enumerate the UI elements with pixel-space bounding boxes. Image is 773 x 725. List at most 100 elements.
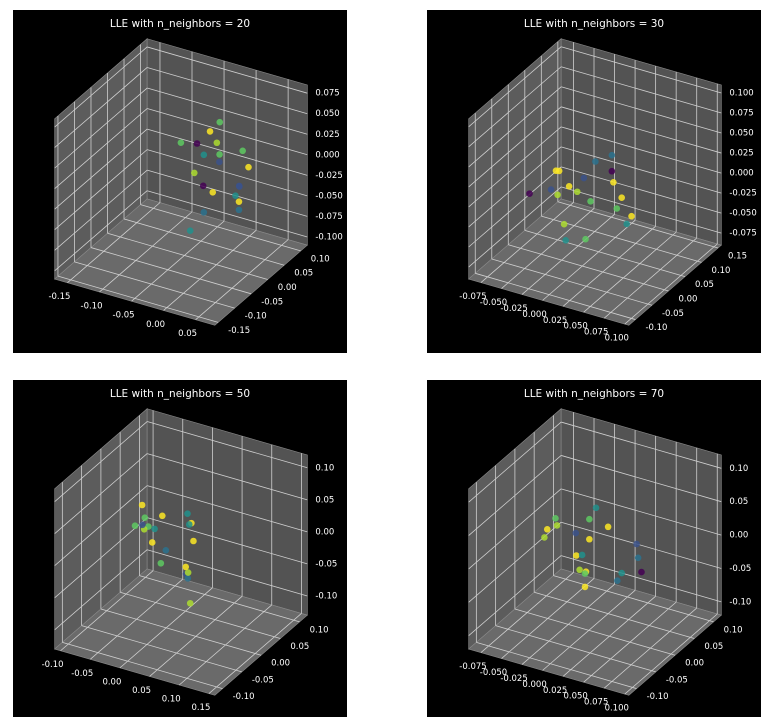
grid-line: [147, 46, 308, 94]
point: [199, 182, 207, 190]
point: [138, 501, 146, 509]
point: [565, 183, 573, 190]
grid-line: [54, 46, 148, 128]
point: [184, 575, 192, 582]
tick-label: -0.05: [71, 669, 93, 679]
tick-label: 0.00: [685, 659, 704, 669]
grid-line: [468, 488, 562, 570]
tick-label: 0.000: [315, 150, 339, 160]
tick-label: 0.050: [729, 129, 753, 139]
grid-line: [131, 220, 225, 302]
grid-line: [501, 208, 595, 289]
grid-line: [90, 247, 252, 295]
grid-line: [54, 517, 148, 599]
point: [213, 139, 221, 147]
point: [578, 551, 586, 559]
grid-line: [561, 455, 722, 503]
tick-label: 0.000: [522, 680, 546, 690]
grid-line: [195, 239, 289, 321]
tick-label: 0.15: [191, 703, 210, 713]
grid-line: [147, 421, 308, 469]
point: [206, 128, 214, 135]
tick-label: -0.10: [647, 692, 669, 702]
point: [541, 534, 548, 541]
grid-line: [476, 641, 637, 689]
chart-title: LLE with n_neighbors = 70: [524, 388, 664, 400]
grid-line: [54, 190, 148, 272]
tick-label: -0.10: [245, 312, 267, 322]
grid-line: [62, 641, 223, 689]
grid-line: [562, 225, 656, 307]
tick-label: 0.05: [729, 497, 748, 507]
grid-line: [561, 421, 722, 469]
grid-line: [541, 215, 702, 263]
point: [555, 167, 563, 175]
tick-label: -0.075: [459, 662, 486, 672]
point: [216, 118, 224, 126]
tick-label: 0.00: [102, 677, 121, 687]
point: [592, 504, 600, 512]
grid-line: [480, 202, 574, 283]
tick-label: -0.100: [315, 232, 342, 242]
grid-line: [561, 126, 722, 174]
tick-label: -0.050: [729, 209, 756, 219]
grid-line: [561, 46, 722, 94]
tick-label: 0.05: [704, 642, 723, 652]
tick-label: 0.025: [315, 130, 339, 140]
point: [157, 559, 165, 567]
tick-label: -0.05: [261, 297, 283, 307]
grid-line: [147, 67, 308, 115]
tick-label: -0.10: [729, 597, 751, 607]
tick-label: -0.05: [315, 559, 337, 569]
tick-label: 0.05: [294, 269, 313, 279]
tick-label: 0.00: [315, 527, 334, 537]
grid-line: [54, 421, 148, 502]
tick-label: 0.00: [678, 294, 697, 304]
grid-line: [54, 108, 148, 189]
point: [239, 147, 246, 155]
point: [586, 535, 593, 543]
grid-line: [561, 488, 722, 536]
point: [184, 569, 192, 576]
tick-label: 0.10: [712, 266, 731, 276]
grid-line: [514, 608, 676, 656]
tick-label: 0.00: [146, 320, 165, 330]
point: [562, 236, 570, 244]
tick-label: -0.05: [113, 311, 135, 321]
grid-line: [561, 106, 722, 154]
grid-line: [583, 231, 677, 313]
grid-line: [468, 146, 562, 228]
grid-line: [603, 237, 697, 319]
grid-line: [54, 149, 148, 231]
grid-line: [561, 86, 722, 134]
point: [184, 510, 191, 517]
grid-line: [475, 272, 636, 320]
point: [159, 512, 166, 520]
tick-label: 0.05: [132, 686, 151, 696]
grid-line: [524, 230, 686, 278]
point: [131, 522, 139, 530]
grid-line: [468, 86, 562, 168]
point: [610, 179, 617, 186]
chart-title: LLE with n_neighbors = 20: [110, 18, 250, 30]
tick-label: 0.05: [315, 495, 334, 505]
point: [572, 552, 580, 559]
point: [193, 140, 201, 147]
grid-line: [57, 275, 219, 323]
point: [177, 139, 185, 146]
grid-line: [147, 87, 308, 135]
point: [614, 577, 621, 585]
point: [526, 190, 533, 197]
tick-label: 0.00: [729, 531, 748, 541]
point: [623, 220, 631, 228]
chart-title: LLE with n_neighbors = 50: [110, 388, 250, 400]
tick-label: -0.10: [315, 591, 337, 601]
tick-label: -0.15: [48, 292, 70, 302]
tick-label: -0.15: [228, 326, 250, 336]
tick-label: 0.050: [315, 109, 339, 119]
tick-label: 0.050: [563, 322, 587, 332]
point: [608, 151, 616, 159]
point: [216, 151, 223, 158]
grid-line: [123, 218, 285, 266]
tick-label: 0.100: [605, 704, 629, 714]
